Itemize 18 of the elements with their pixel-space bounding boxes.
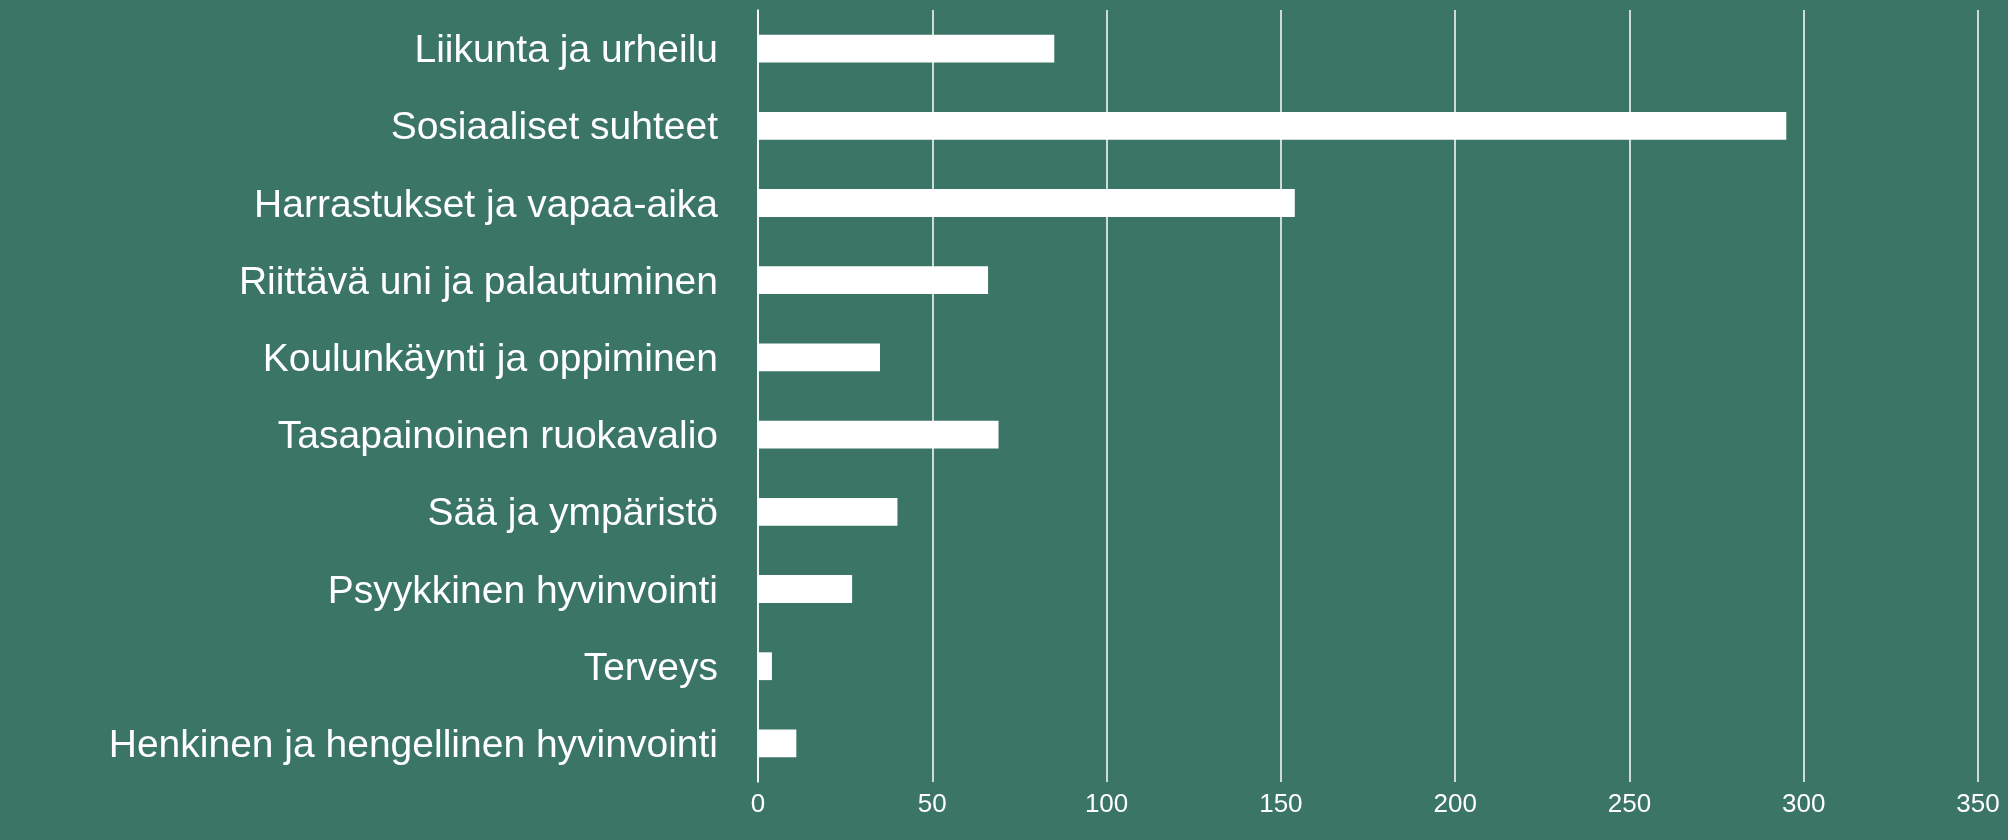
x-tick-label: 300 <box>1782 788 1826 818</box>
x-tick-label: 0 <box>750 788 766 818</box>
y-tick-label: Koulunkäynti ja oppiminen <box>262 335 718 379</box>
x-tick-label: 150 <box>1259 788 1303 818</box>
y-tick-label: Sosiaaliset suhteet <box>390 104 719 148</box>
y-tick-label: Tasapainoinen ruokavalio <box>277 413 718 457</box>
x-tick-label: 250 <box>1607 788 1652 818</box>
x-tick-label: 100 <box>1084 788 1129 818</box>
y-tick-label: Sää ja ympäristö <box>427 490 718 534</box>
y-tick-label: Psyykkinen hyvinvointi <box>327 567 718 611</box>
x-tick-label: 50 <box>917 788 947 818</box>
y-tick-label: Henkinen ja hengellinen hyvinvointi <box>108 721 718 765</box>
y-tick-label: Liikunta ja urheilu <box>414 27 718 71</box>
x-tick-label: 200 <box>1433 788 1477 818</box>
y-tick-label: Terveys <box>583 644 718 688</box>
y-tick-label: Harrastukset ja vapaa-aika <box>254 181 719 225</box>
x-tick-label: 350 <box>1956 788 2000 818</box>
y-tick-label: Riittävä uni ja palautuminen <box>238 258 718 302</box>
